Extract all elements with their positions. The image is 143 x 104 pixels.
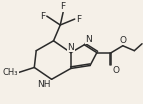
Text: NH: NH	[37, 80, 51, 89]
Text: O: O	[112, 66, 119, 76]
Text: N: N	[85, 35, 92, 44]
Text: N: N	[67, 43, 74, 52]
Text: F: F	[77, 15, 82, 24]
Text: CH₃: CH₃	[2, 68, 18, 77]
Text: O: O	[119, 36, 126, 45]
Text: F: F	[40, 12, 45, 21]
Text: F: F	[61, 2, 66, 11]
